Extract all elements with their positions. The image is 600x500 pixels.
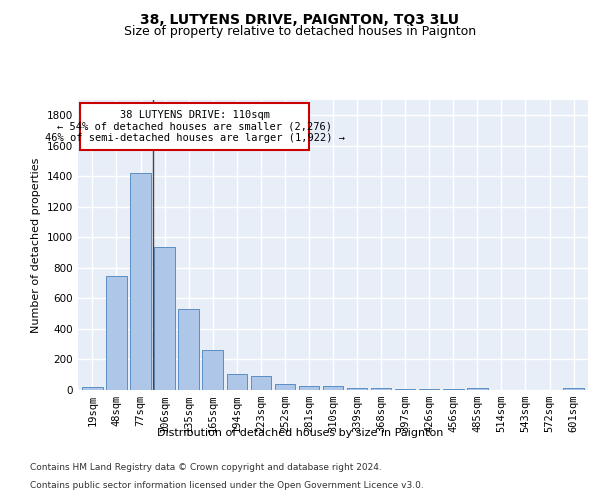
- Bar: [227, 374, 247, 390]
- Text: 38 LUTYENS DRIVE: 110sqm
← 54% of detached houses are smaller (2,276)
46% of sem: 38 LUTYENS DRIVE: 110sqm ← 54% of detach…: [44, 110, 344, 143]
- Bar: [347, 388, 367, 390]
- Bar: [202, 350, 223, 390]
- Bar: [154, 246, 175, 390]
- Bar: [371, 388, 391, 390]
- Bar: [275, 384, 295, 390]
- Bar: [563, 388, 584, 390]
- Bar: [106, 276, 127, 390]
- Text: 38, LUTYENS DRIVE, PAIGNTON, TQ3 3LU: 38, LUTYENS DRIVE, PAIGNTON, TQ3 3LU: [140, 12, 460, 26]
- Bar: [395, 389, 415, 390]
- Bar: [178, 309, 199, 390]
- Bar: [419, 389, 439, 390]
- Text: Distribution of detached houses by size in Paignton: Distribution of detached houses by size …: [157, 428, 443, 438]
- Bar: [323, 386, 343, 390]
- Bar: [251, 376, 271, 390]
- Bar: [299, 386, 319, 390]
- Text: Contains HM Land Registry data © Crown copyright and database right 2024.: Contains HM Land Registry data © Crown c…: [30, 464, 382, 472]
- Text: Contains public sector information licensed under the Open Government Licence v3: Contains public sector information licen…: [30, 481, 424, 490]
- FancyBboxPatch shape: [80, 104, 309, 150]
- Bar: [130, 174, 151, 390]
- Y-axis label: Number of detached properties: Number of detached properties: [31, 158, 41, 332]
- Bar: [443, 389, 464, 390]
- Bar: [82, 387, 103, 390]
- Text: Size of property relative to detached houses in Paignton: Size of property relative to detached ho…: [124, 25, 476, 38]
- Bar: [467, 388, 488, 390]
